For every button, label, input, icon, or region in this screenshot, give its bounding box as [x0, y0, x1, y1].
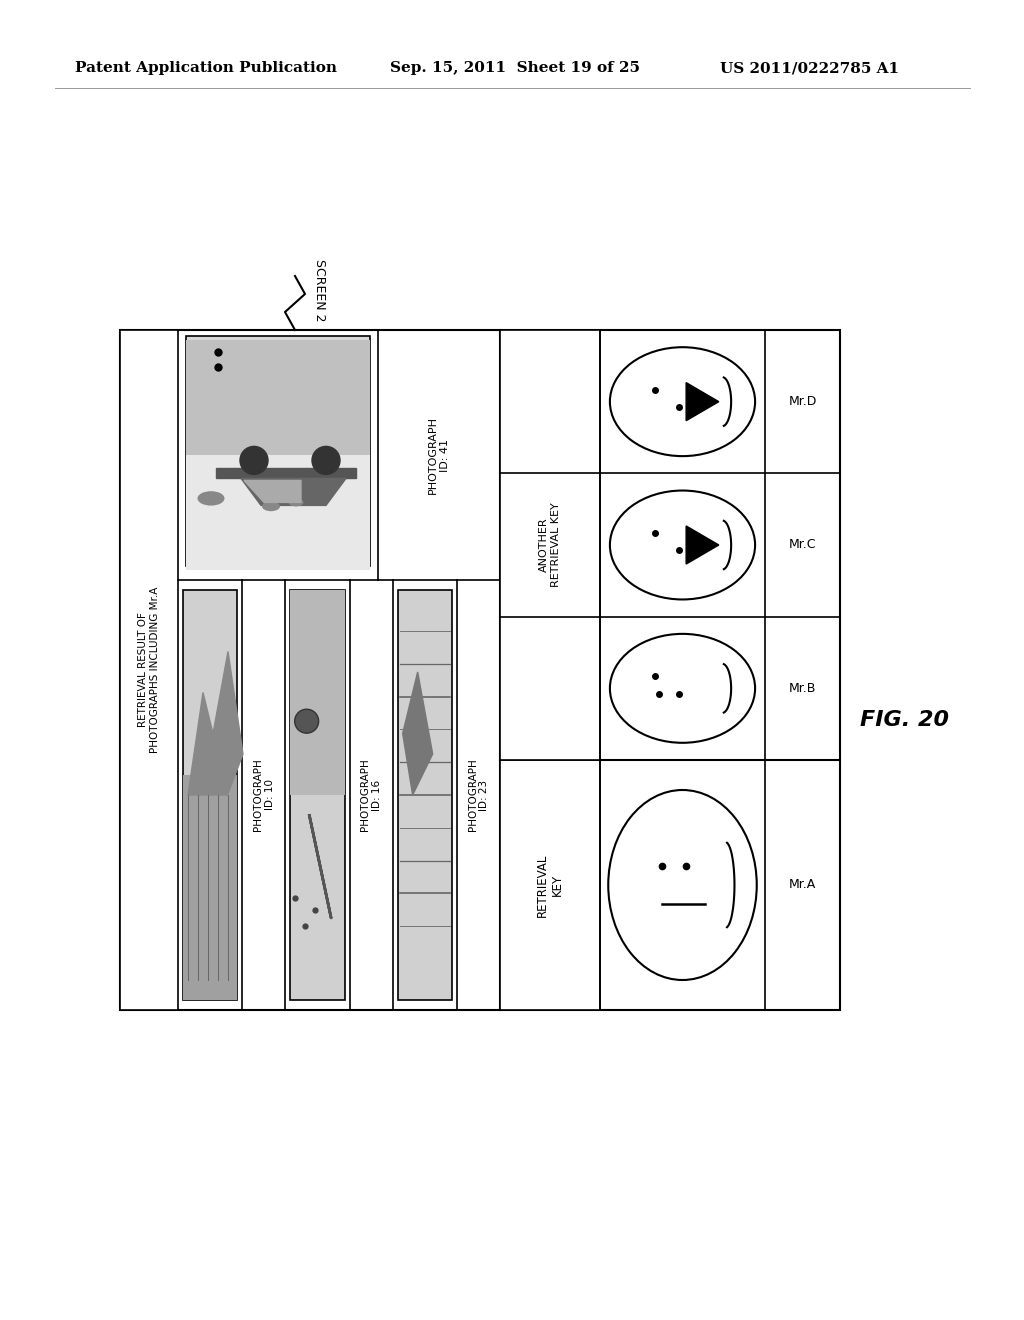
Polygon shape: [244, 480, 301, 503]
Polygon shape: [241, 478, 346, 506]
Text: Mr.C: Mr.C: [788, 539, 816, 552]
Ellipse shape: [610, 347, 755, 457]
Ellipse shape: [610, 634, 755, 743]
Bar: [183, 590, 238, 1001]
Text: FIG. 20: FIG. 20: [860, 710, 949, 730]
Text: PHOTOGRAPH
ID: 16: PHOTOGRAPH ID: 16: [360, 759, 382, 832]
Bar: [120, 330, 178, 1010]
Text: US 2011/0222785 A1: US 2011/0222785 A1: [720, 61, 899, 75]
Text: ANOTHER
RETRIEVAL KEY: ANOTHER RETRIEVAL KEY: [540, 503, 561, 587]
Bar: [500, 330, 600, 760]
Polygon shape: [402, 672, 433, 795]
Ellipse shape: [198, 491, 224, 506]
Circle shape: [295, 709, 318, 733]
Bar: [120, 330, 840, 1010]
Text: PHOTOGRAPH
ID: 23: PHOTOGRAPH ID: 23: [468, 759, 489, 832]
Text: Patent Application Publication: Patent Application Publication: [75, 61, 337, 75]
Text: Mr.B: Mr.B: [788, 682, 816, 694]
Text: RETRIEVAL
KEY: RETRIEVAL KEY: [536, 853, 564, 916]
Bar: [291, 590, 345, 795]
Ellipse shape: [262, 502, 280, 511]
Text: PHOTOGRAPH
ID: 41: PHOTOGRAPH ID: 41: [428, 416, 450, 494]
Circle shape: [240, 446, 268, 474]
Bar: [500, 760, 600, 1010]
Bar: [186, 341, 370, 455]
Ellipse shape: [608, 789, 757, 979]
Text: PHOTOGRAPH
ID: 10: PHOTOGRAPH ID: 10: [253, 759, 274, 832]
Text: SCREEN 2: SCREEN 2: [313, 259, 326, 321]
Polygon shape: [686, 383, 719, 421]
Ellipse shape: [289, 499, 303, 507]
Bar: [291, 590, 345, 1001]
Text: RETRIEVAL RESULT OF
PHOTOGRAPHS INCLUDING Mr.A: RETRIEVAL RESULT OF PHOTOGRAPHS INCLUDIN…: [138, 587, 160, 754]
Circle shape: [312, 446, 340, 474]
Text: Mr.A: Mr.A: [788, 879, 816, 891]
Polygon shape: [216, 469, 356, 478]
Bar: [183, 775, 238, 1001]
Bar: [397, 590, 452, 1001]
Bar: [186, 455, 370, 570]
Polygon shape: [686, 525, 719, 564]
Polygon shape: [188, 652, 243, 795]
Ellipse shape: [610, 491, 755, 599]
Text: Mr.D: Mr.D: [788, 395, 817, 408]
Bar: [186, 337, 370, 566]
Text: Sep. 15, 2011  Sheet 19 of 25: Sep. 15, 2011 Sheet 19 of 25: [390, 61, 640, 75]
